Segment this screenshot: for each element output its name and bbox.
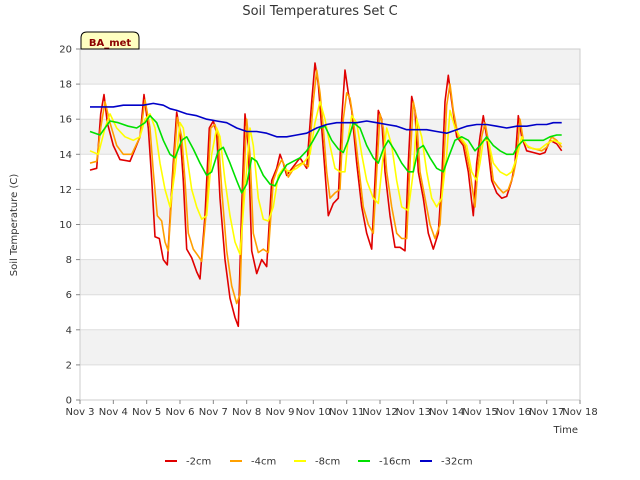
station-badge: BA_met [80,31,140,50]
x-tick-label: Nov 3 [65,407,94,418]
x-tick-label: Nov 15 [462,407,497,418]
grid-band [80,49,580,85]
x-tick-label: Nov 4 [99,407,128,418]
y-tick-label: 8 [66,255,72,266]
y-tick-label: 6 [66,290,72,301]
y-axis-title: Soil Temperature (C) [9,174,20,277]
grid-band [80,364,580,400]
x-tick-label: Nov 11 [329,407,364,418]
x-tick-label: Nov 6 [165,407,194,418]
x-tick-label: Nov 12 [362,407,397,418]
y-tick-label: 20 [59,45,72,56]
x-tick-label: Nov 5 [132,407,161,418]
legend-label: -32cm [441,457,473,468]
legend-label: -4cm [251,457,276,468]
x-tick-label: Nov 10 [296,407,331,418]
legend-label: -8cm [315,457,340,468]
x-axis-title: Time [553,425,578,436]
chart-title: Soil Temperatures Set C [242,4,397,19]
series-line-32cm-line [90,102,562,138]
y-tick-label: 16 [59,115,72,126]
legend: -2cm -4cm -8cm -16cm -32cm [165,457,473,468]
grid-band [80,259,580,295]
y-tick-label: 0 [66,396,72,407]
y-tick-label: 18 [59,80,72,91]
y-axis-ticks: 0 2 4 6 8 10 12 14 16 18 20 [59,45,80,407]
grid-band [80,294,580,330]
y-tick-label: 4 [66,325,72,336]
x-tick-label: Nov 16 [496,407,531,418]
x-axis-ticks: Nov 3 Nov 4 Nov 5 Nov 6 Nov 7 Nov 8 Nov 9 Nov 1… [65,400,598,418]
legend-label: -16cm [379,457,411,468]
legend-label: -2cm [186,457,211,468]
x-tick-label: Nov 17 [529,407,564,418]
series-line-4cm-line [89,69,563,305]
x-tick-label: Nov 14 [429,407,464,418]
x-tick-label: Nov 9 [265,407,294,418]
x-tick-label: Nov 7 [199,407,228,418]
y-tick-label: 10 [59,220,72,231]
series-line-8cm-line [89,100,563,256]
y-tick-label: 2 [66,360,72,371]
x-tick-label: Nov 18 [562,407,597,418]
x-tick-label: Nov 13 [396,407,431,418]
badge-background [80,31,140,50]
series-layer [89,62,563,328]
x-tick-label: Nov 8 [232,407,261,418]
grid-bands [80,48,580,401]
y-tick-label: 14 [59,150,72,161]
badge-label: BA_met [89,38,132,49]
grid-band [80,84,580,120]
grid-band [80,329,580,365]
y-tick-label: 12 [59,185,72,196]
series-line-16cm-line [89,114,562,194]
